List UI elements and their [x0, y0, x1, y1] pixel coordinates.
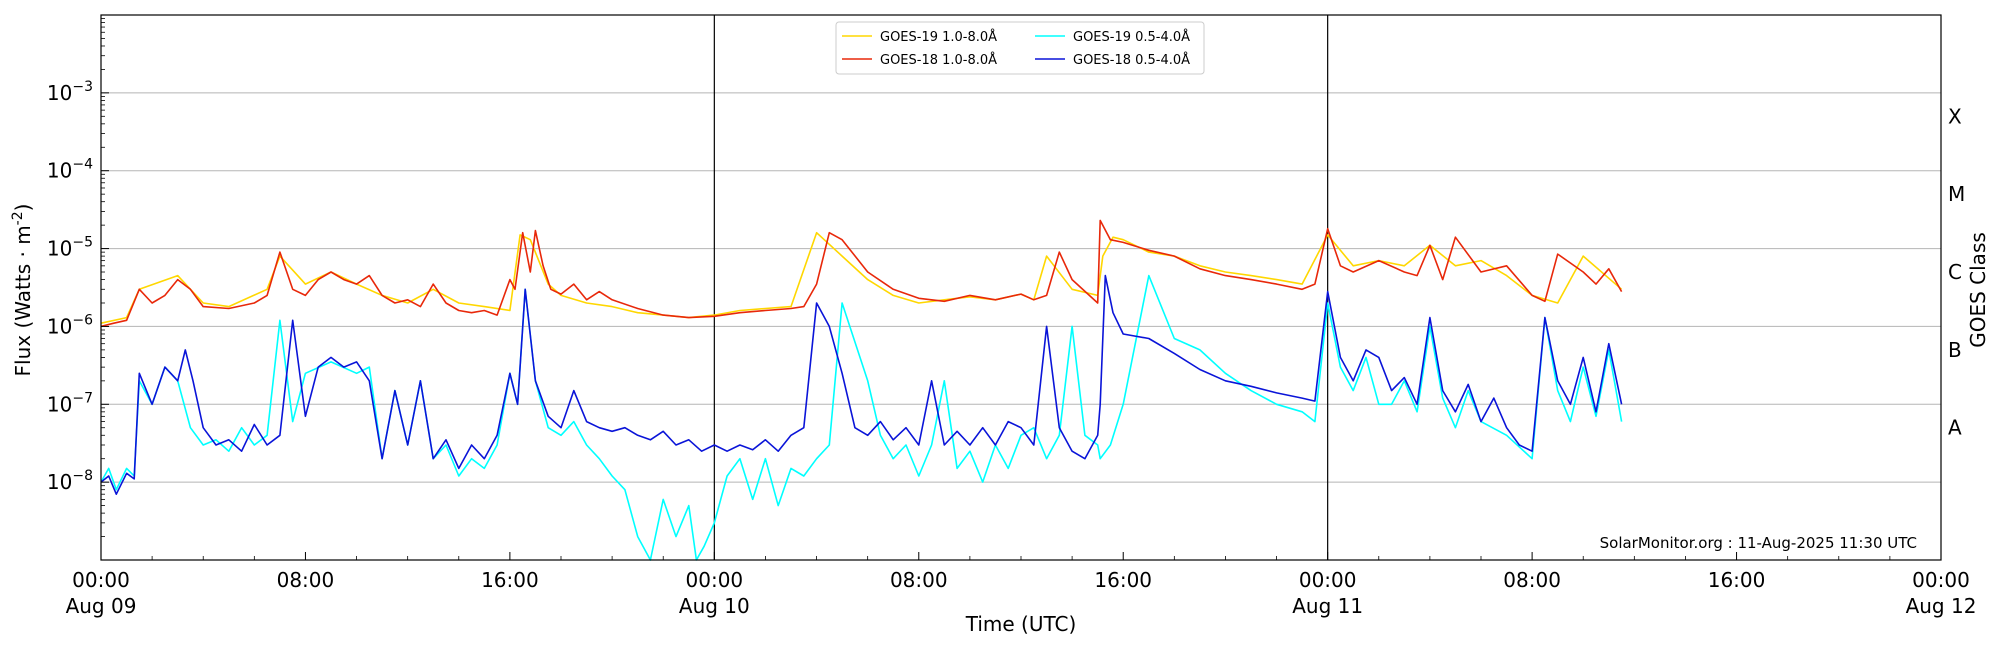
legend-label-goes19-long: GOES-19 1.0-8.0Å — [880, 29, 997, 45]
legend-label-goes19-short: GOES-19 0.5-4.0Å — [1073, 29, 1190, 45]
x-tick-date: Aug 11 — [1292, 594, 1363, 618]
goes-class-a: A — [1948, 416, 1962, 440]
legend-box — [835, 21, 1205, 75]
y-tick-exponent: −4 — [72, 157, 93, 173]
y-tick-label: 10−5 — [47, 235, 93, 261]
y-tick-exponent: −7 — [72, 390, 93, 406]
y-tick-exponent: −3 — [72, 79, 93, 95]
x-tick-date: Aug 12 — [1906, 594, 1977, 618]
x-tick-time: 00:00 — [1299, 568, 1357, 592]
y-tick-base: 10 — [47, 159, 72, 183]
legend-label-goes18-long: GOES-18 1.0-8.0Å — [880, 52, 997, 68]
y-tick-base: 10 — [47, 470, 72, 494]
goes-class-labels: A B C M X — [1948, 104, 1965, 439]
series-lines — [100, 219, 1623, 561]
grid-lines — [101, 92, 1941, 483]
series-line-1 — [100, 219, 1623, 328]
right-axis-title: GOES Class — [1966, 232, 1990, 348]
legend: GOES-19 1.0-8.0Å GOES-18 1.0-8.0Å GOES-1… — [835, 21, 1205, 75]
y-tick-base: 10 — [47, 81, 72, 105]
y-axis-title: Flux (Watts · m-2) — [10, 204, 35, 377]
series-line-0 — [100, 231, 1623, 324]
series-line-3 — [100, 274, 1623, 496]
y-tick-label: 10−6 — [47, 312, 93, 338]
goes-class-b: B — [1948, 338, 1962, 362]
day-boundary-lines — [713, 15, 1329, 560]
y-tick-exponent: −5 — [72, 235, 93, 251]
x-tick-date: Aug 09 — [66, 594, 137, 618]
credit-text: SolarMonitor.org : 11-Aug-2025 11:30 UTC — [1600, 534, 1917, 552]
x-axis-title: Time (UTC) — [965, 612, 1077, 636]
y-tick-exponent: −8 — [72, 468, 93, 484]
y-tick-base: 10 — [47, 314, 72, 338]
goes-class-c: C — [1948, 260, 1962, 284]
x-tick-time: 08:00 — [277, 568, 335, 592]
y-axis-title-close: ) — [11, 204, 35, 212]
y-tick-label: 10−3 — [47, 79, 93, 105]
legend-label-goes18-short: GOES-18 0.5-4.0Å — [1073, 52, 1190, 68]
x-tick-time: 16:00 — [1708, 568, 1766, 592]
y-tick-exponent: −6 — [72, 312, 93, 328]
y-axis-title-superscript: -2 — [10, 211, 26, 225]
x-tick-time: 08:00 — [890, 568, 948, 592]
y-axis-title-main: Flux (Watts · m — [11, 225, 35, 376]
x-tick-time: 00:00 — [686, 568, 744, 592]
x-tick-date: Aug 10 — [679, 594, 750, 618]
y-tick-base: 10 — [47, 237, 72, 261]
goes-class-m: M — [1948, 182, 1965, 206]
x-tick-time: 00:00 — [1912, 568, 1970, 592]
y-axis-ticks: 10−810−710−610−510−410−3 — [47, 18, 109, 537]
y-tick-label: 10−8 — [47, 468, 93, 494]
series-line-2 — [100, 274, 1623, 561]
goes-class-x: X — [1948, 104, 1962, 128]
x-tick-time: 08:00 — [1503, 568, 1561, 592]
x-tick-time: 00:00 — [72, 568, 130, 592]
x-tick-time: 16:00 — [481, 568, 539, 592]
x-tick-time: 16:00 — [1094, 568, 1152, 592]
y-tick-label: 10−4 — [47, 157, 93, 183]
y-tick-base: 10 — [47, 392, 72, 416]
y-tick-label: 10−7 — [47, 390, 93, 416]
